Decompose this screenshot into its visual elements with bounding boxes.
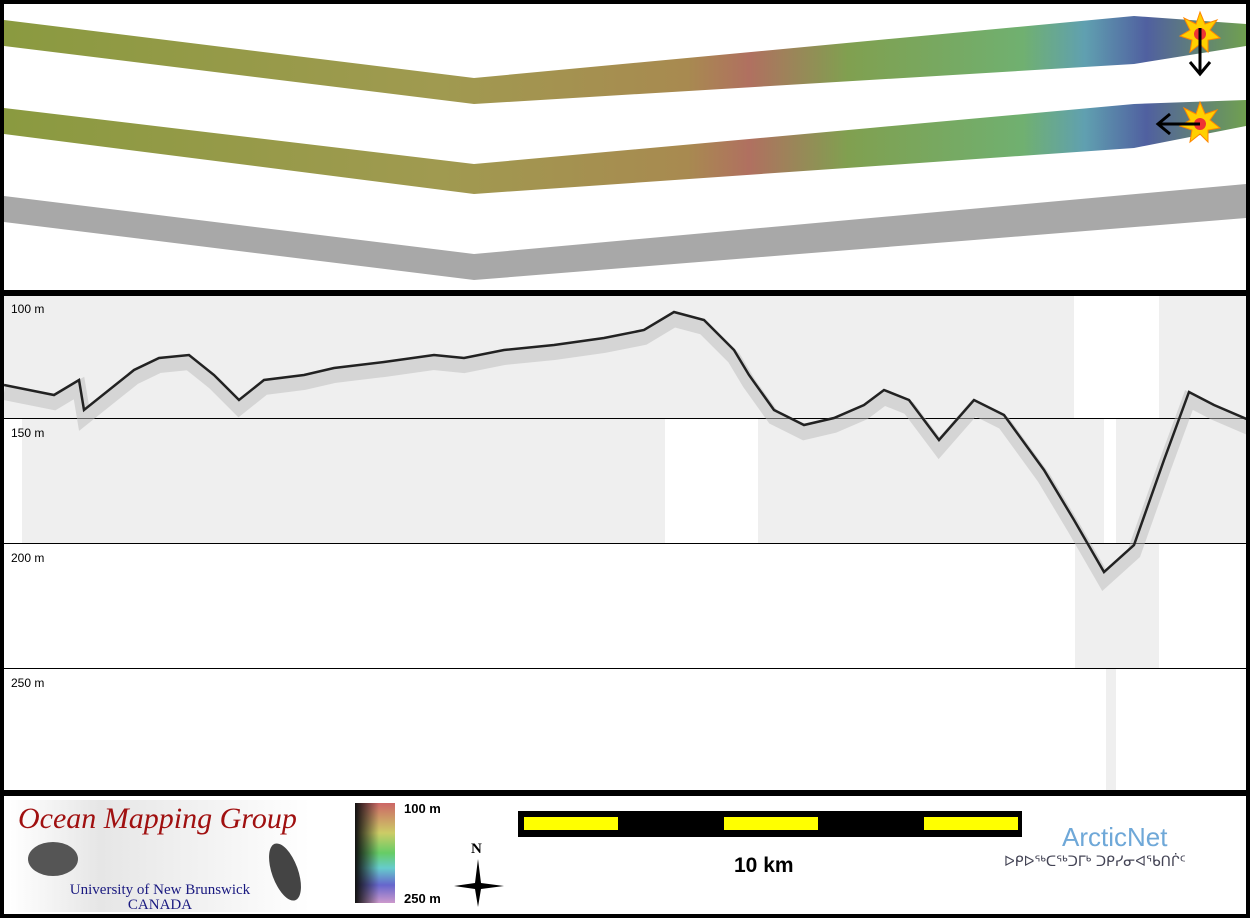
swath-maps-panel <box>4 4 1246 290</box>
depth-label-250: 250 m <box>11 676 45 690</box>
colorbar-top-label: 100 m <box>404 801 441 816</box>
backscatter-swath <box>4 184 1246 280</box>
scale-bar <box>518 811 1022 837</box>
ocean-mapping-group-logo: Ocean Mapping Group University of New Br… <box>10 800 310 913</box>
logo-country: CANADA <box>127 897 193 913</box>
logo-university: University of New Brunswick <box>69 882 251 898</box>
depth-colorbar <box>355 803 395 903</box>
vessel-icon <box>28 842 78 876</box>
seabed-scatter <box>4 312 1246 591</box>
arcticnet-syllabics: ᐅᑭᐅᖅᑕᖅᑐᒥᒃ ᑐᑭᓯᓂᐊᖃᑎᒌᑦ <box>1004 854 1186 870</box>
logo-title: Ocean Mapping Group <box>18 802 297 835</box>
legend-panel: Ocean Mapping Group University of New Br… <box>4 796 1246 914</box>
seabed-line <box>4 310 1246 574</box>
depth-label-150: 150 m <box>11 426 45 440</box>
event-marker-2 <box>1155 100 1222 144</box>
sonar-depth-profile: 100 m 150 m 200 m 250 m <box>4 296 1246 790</box>
seabed-trace <box>4 310 1246 591</box>
swath-maps <box>4 10 1246 280</box>
depth-label-100: 100 m <box>11 302 45 316</box>
event-marker-1 <box>1178 10 1222 77</box>
colorbar-bottom-label: 250 m <box>404 891 441 906</box>
north-arrow-icon: N <box>454 841 506 909</box>
arcticnet-logo: ArcticNet <box>1062 822 1168 852</box>
depth-label-200: 200 m <box>11 551 45 565</box>
bathymetry-swath-1 <box>4 16 1246 104</box>
bathymetry-swath-2 <box>4 100 1246 194</box>
scale-label: 10 km <box>734 854 794 877</box>
